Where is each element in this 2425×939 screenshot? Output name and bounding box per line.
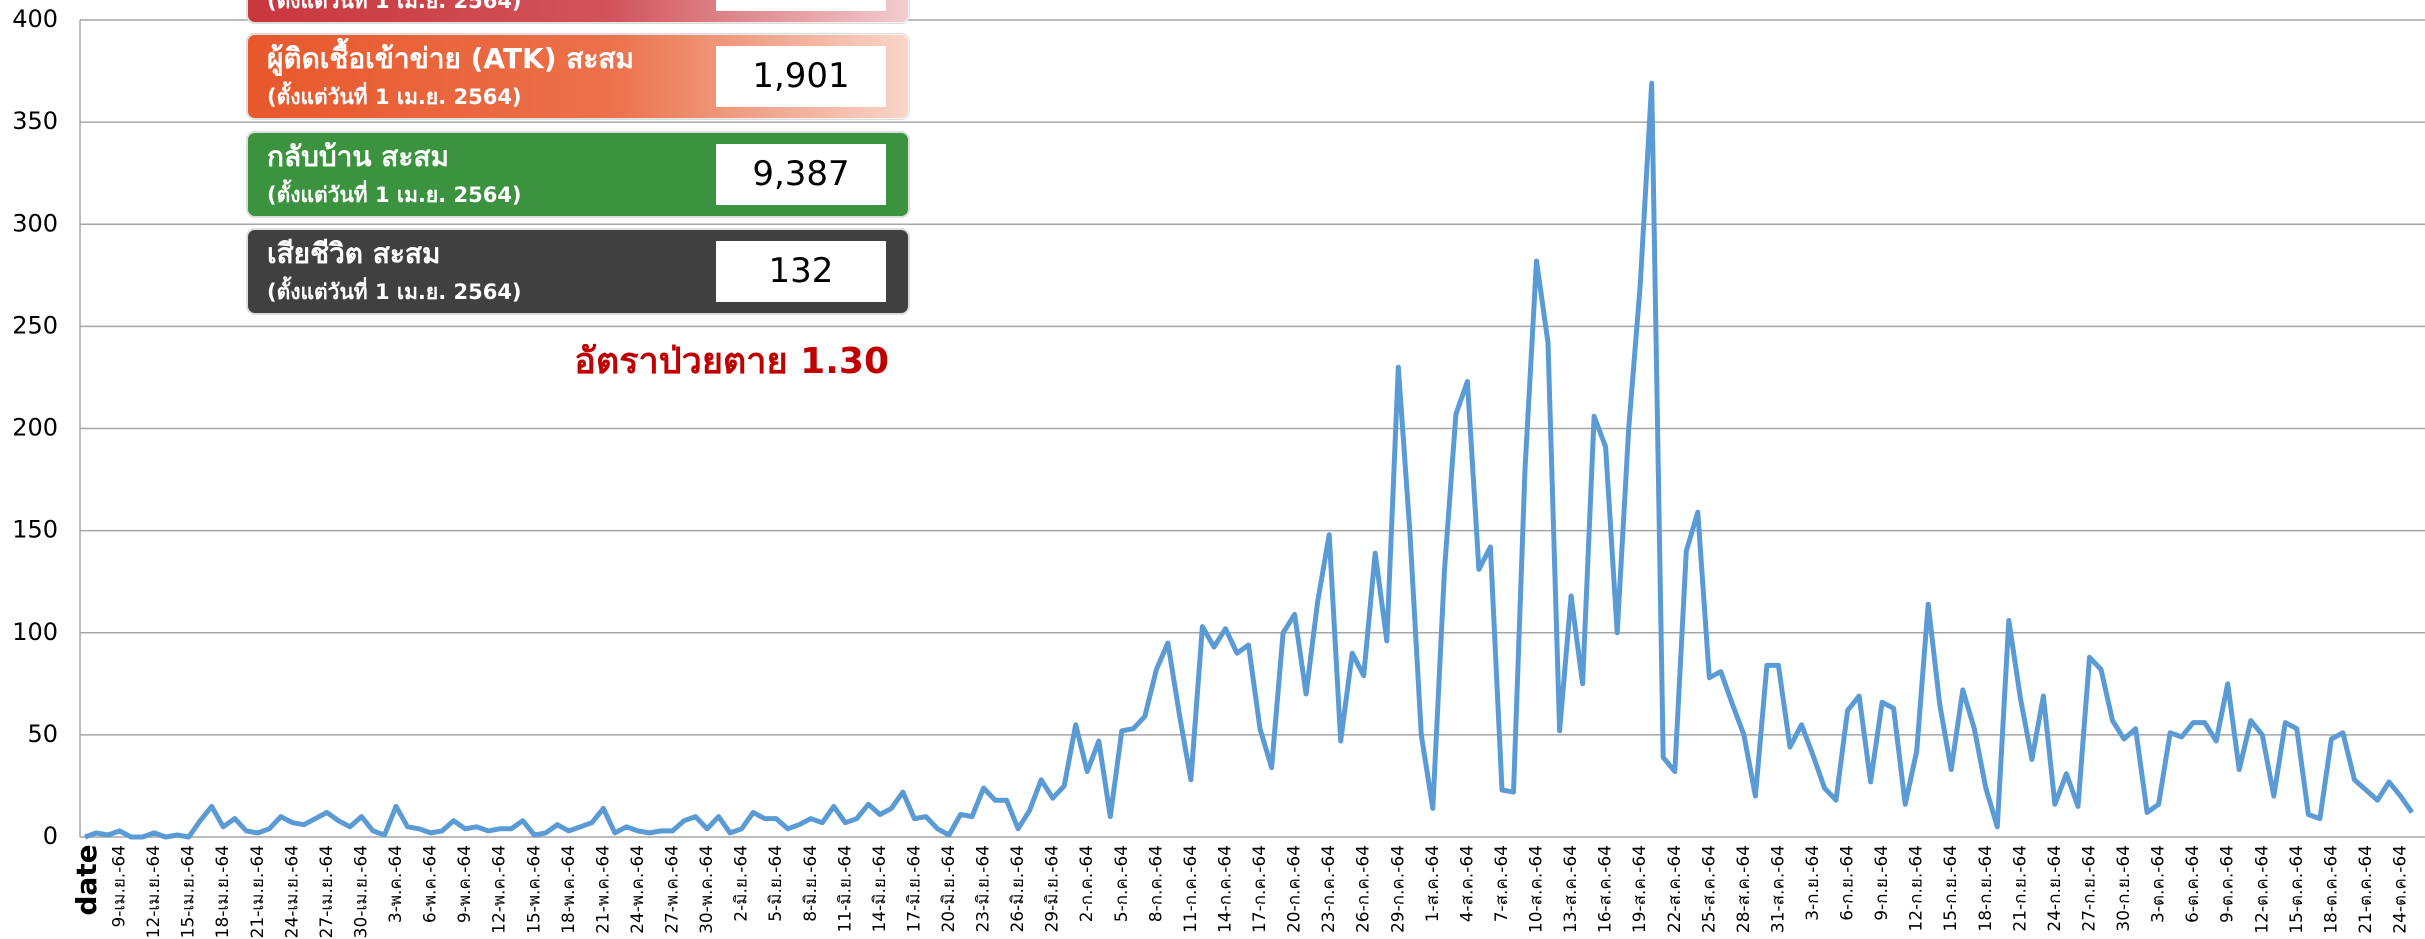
x-tick-label: 7-ส.ค.-64 — [1492, 845, 1512, 922]
fatality-rate-label: อัตราป่วยตาย — [574, 341, 787, 382]
x-tick-label: 3-ก.ย.-64 — [1803, 845, 1823, 921]
x-tick-label: 1-ส.ค.-64 — [1423, 845, 1443, 922]
summary-value-box — [716, 46, 886, 107]
x-tick-label: 3-พ.ค.-64 — [386, 845, 406, 923]
x-tick-label: 12-เม.ย.-64 — [144, 845, 164, 938]
x-tick-label: 8-ก.ค.-64 — [1146, 845, 1166, 922]
summary-value-box — [716, 241, 886, 302]
x-tick-label: 23-ก.ค.-64 — [1319, 845, 1339, 933]
summary-value-box — [716, 0, 886, 11]
x-tick-label: 9-ต.ค.-64 — [2218, 845, 2238, 923]
x-tick-label: 26-ก.ค.-64 — [1354, 845, 1374, 933]
summary-value: 132 — [769, 251, 834, 291]
x-tick-label: 16-ส.ค.-64 — [1596, 845, 1616, 933]
x-tick-label: 15-เม.ย.-64 — [179, 845, 199, 938]
plot: 0 50 100 150 200 250 300 350 400 9-เม.ย.-64 12-เม.… — [12, 5, 2425, 938]
x-tick-label: 24-ก.ย.-64 — [2045, 845, 2065, 932]
x-tick-label: 9-เม.ย.-64 — [110, 845, 130, 928]
data-line — [84, 80, 2415, 840]
x-tick-label: 29-มิ.ย.-64 — [1043, 845, 1063, 933]
summary-title: เสียชีวิต สะสม — [267, 237, 440, 270]
y-tick-label: 300 — [12, 209, 58, 237]
x-tick-label: 21-เม.ย.-64 — [248, 845, 268, 938]
x-tick-label: 9-พ.ค.-64 — [455, 845, 475, 923]
x-tick-label: 18-ต.ค.-64 — [2321, 845, 2341, 934]
x-tick-label: 12-ต.ค.-64 — [2252, 845, 2272, 934]
x-tick-label: 3-ต.ค.-64 — [2149, 845, 2169, 923]
x-tick-label: 21-ก.ย.-64 — [2010, 845, 2030, 932]
y-tick-label: 0 — [43, 822, 58, 850]
x-tick-label: 24-ต.ค.-64 — [2391, 845, 2411, 934]
summary-value: 1,901 — [752, 56, 849, 96]
y-tick-label: 350 — [12, 107, 58, 135]
x-tick-label: 18-เม.ย.-64 — [213, 845, 233, 938]
x-tick-label: 21-ต.ค.-64 — [2356, 845, 2376, 934]
x-tick-label: 18-พ.ค.-64 — [559, 845, 579, 934]
x-tick-label: 11-ก.ค.-64 — [1181, 845, 1201, 933]
x-tick-label: 24-เม.ย.-64 — [282, 845, 302, 938]
x-tick-label: 15-ต.ค.-64 — [2287, 845, 2307, 934]
x-tick-label: 6-พ.ค.-64 — [421, 845, 441, 923]
y-tick-label: 150 — [12, 516, 58, 544]
fatality-rate: อัตราป่วยตาย 1.30 — [574, 341, 889, 382]
summary-subtitle: (ตั้งแต่วันที่ 1 เม.ย. 2564) — [267, 179, 522, 207]
x-tick-label: 20-ก.ค.-64 — [1285, 845, 1305, 933]
y-tick-label: 200 — [12, 414, 58, 442]
summary-value-box — [716, 144, 886, 205]
x-tick-label: 29-ก.ค.-64 — [1388, 845, 1408, 933]
x-tick-label: 24-พ.ค.-64 — [628, 845, 648, 934]
x-tick-label: 20-มิ.ย.-64 — [939, 845, 959, 933]
x-tick-label: 30-พ.ค.-64 — [697, 845, 717, 934]
x-tick-label: 14-ก.ค.-64 — [1215, 845, 1235, 933]
x-tick-label: 5-มิ.ย.-64 — [766, 845, 786, 922]
fatality-rate-value: 1.30 — [800, 341, 889, 382]
x-tick-label: 17-ก.ค.-64 — [1250, 845, 1270, 933]
x-tick-label: 2-ก.ค.-64 — [1077, 845, 1097, 922]
x-tick-label: 12-ก.ย.-64 — [1907, 845, 1927, 932]
x-tick-label: 2-มิ.ย.-64 — [732, 845, 752, 922]
summary-title: กลับบ้าน สะสม — [267, 140, 449, 173]
x-tick-label: 27-พ.ค.-64 — [663, 845, 683, 934]
x-tick-label: 5-ก.ค.-64 — [1112, 845, 1132, 922]
x-tick-label: 8-มิ.ย.-64 — [801, 845, 821, 922]
x-tick-label: 27-ก.ย.-64 — [2079, 845, 2099, 932]
y-tick-label: 250 — [12, 311, 58, 339]
x-axis-label: date — [70, 844, 103, 915]
x-tick-label: 10-ส.ค.-64 — [1527, 845, 1547, 933]
x-tick-label: 27-เม.ย.-64 — [317, 845, 337, 938]
x-tick-label: 30-เม.ย.-64 — [351, 845, 371, 938]
summary-title: ผู้ติดเชื้อเข้าข่าย (ATK) สะสม — [267, 37, 634, 76]
x-tick-label: 31-ส.ค.-64 — [1768, 845, 1788, 933]
summary-subtitle: (ตั้งแต่วันที่ 1 เม.ย. 2564) — [267, 0, 522, 13]
x-tick-label: 14-มิ.ย.-64 — [870, 845, 890, 933]
x-tick-label: 6-ต.ค.-64 — [2183, 845, 2203, 923]
y-tick-label: 50 — [27, 720, 58, 748]
summary-subtitle: (ตั้งแต่วันที่ 1 เม.ย. 2564) — [267, 81, 522, 109]
x-tick-label: 17-มิ.ย.-64 — [904, 845, 924, 933]
summary-value: 9,387 — [752, 154, 849, 194]
x-tick-label: 4-ส.ค.-64 — [1457, 845, 1477, 922]
x-tick-label: 19-ส.ค.-64 — [1630, 845, 1650, 933]
x-tick-label: 21-พ.ค.-64 — [593, 845, 613, 934]
x-tick-label: 9-ก.ย.-64 — [1872, 845, 1892, 921]
x-tick-label: 12-พ.ค.-64 — [490, 845, 510, 934]
y-tick-label: 100 — [12, 618, 58, 646]
x-tick-label: 18-ก.ย.-64 — [1976, 845, 1996, 932]
x-tick-label: 25-ส.ค.-64 — [1699, 845, 1719, 933]
x-tick-label: 11-มิ.ย.-64 — [835, 845, 855, 933]
x-tick-label: 22-ส.ค.-64 — [1665, 845, 1685, 933]
summary-subtitle: (ตั้งแต่วันที่ 1 เม.ย. 2564) — [267, 276, 522, 304]
x-tick-label: 28-ส.ค.-64 — [1734, 845, 1754, 933]
x-tick-label: 30-ก.ย.-64 — [2114, 845, 2134, 932]
x-tick-label: 15-พ.ค.-64 — [524, 845, 544, 934]
x-tick-label: 6-ก.ย.-64 — [1838, 845, 1858, 921]
y-tick-label: 400 — [12, 5, 58, 33]
x-tick-label: 13-ส.ค.-64 — [1561, 845, 1581, 933]
x-tick-label: 15-ก.ย.-64 — [1941, 845, 1961, 932]
x-tick-label: 26-มิ.ย.-64 — [1008, 845, 1028, 933]
x-tick-label: 23-มิ.ย.-64 — [974, 845, 994, 933]
